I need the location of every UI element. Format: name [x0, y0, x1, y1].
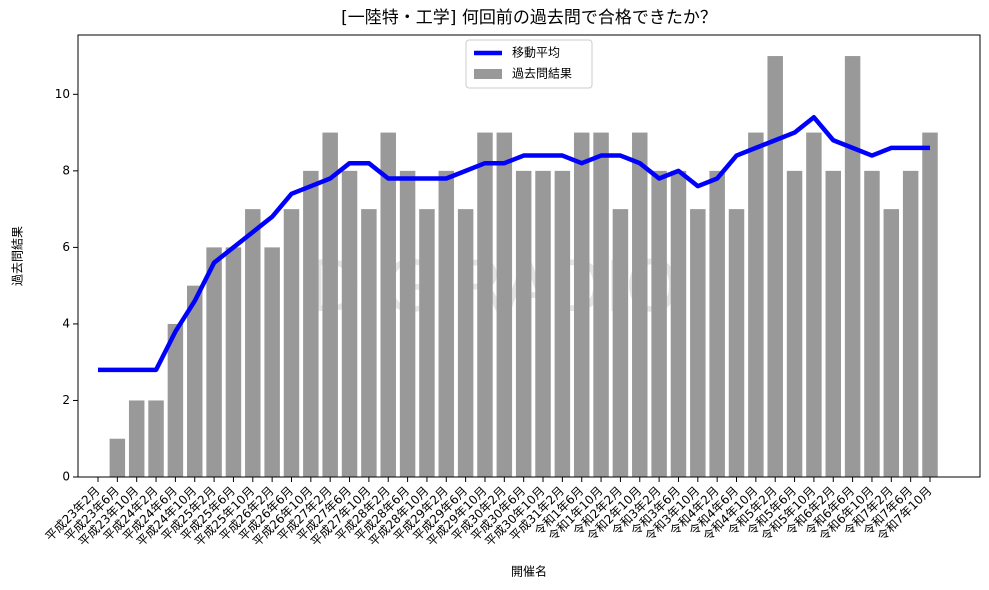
legend-label: 移動平均	[512, 46, 560, 60]
bar	[748, 132, 764, 477]
bar	[651, 170, 667, 477]
bar	[322, 132, 338, 477]
bar	[806, 132, 822, 477]
bar	[825, 170, 841, 477]
bar	[612, 209, 629, 477]
bar	[883, 209, 900, 477]
bar	[922, 132, 938, 477]
bar	[361, 209, 377, 477]
bar	[264, 247, 280, 477]
bar	[245, 209, 261, 477]
bar	[283, 209, 300, 477]
y-tick-label: 6	[62, 240, 70, 254]
y-tick-label: 4	[62, 316, 70, 330]
bar	[728, 209, 745, 477]
y-tick-label: 10	[55, 87, 70, 101]
bar	[515, 170, 532, 477]
y-tick-label: 0	[62, 470, 70, 484]
bar	[438, 170, 455, 477]
bar	[864, 170, 880, 477]
y-tick-label: 2	[62, 393, 70, 407]
bar	[709, 170, 725, 477]
bar	[128, 400, 145, 477]
bar	[303, 170, 319, 477]
y-tick-label: 8	[62, 163, 70, 177]
y-axis-label: 過去問結果	[11, 226, 25, 286]
bar	[902, 170, 919, 477]
bar	[167, 323, 184, 477]
bar	[573, 132, 590, 477]
legend-swatch	[474, 69, 502, 79]
bar	[380, 132, 396, 477]
bar	[535, 170, 551, 477]
plot-frame	[77, 34, 981, 478]
bar	[477, 132, 493, 477]
bar	[187, 285, 203, 477]
bar	[457, 209, 474, 477]
bar	[225, 247, 242, 477]
bar	[554, 170, 571, 477]
bar	[670, 170, 687, 477]
legend-label: 過去問結果	[512, 67, 572, 81]
bar	[109, 438, 126, 477]
bar	[844, 56, 861, 478]
bar	[593, 132, 609, 477]
moving-average-line	[98, 115, 930, 373]
bar	[786, 170, 803, 477]
bar	[419, 209, 435, 477]
bar	[632, 132, 648, 477]
bar	[206, 247, 222, 477]
bar	[767, 56, 783, 478]
chart-title: [一陸特・工学] 何回前の過去問で合格できたか？	[341, 8, 717, 28]
bar	[399, 170, 416, 477]
bar	[496, 132, 513, 477]
x-axis-label: 開催名	[511, 564, 547, 579]
bar	[341, 170, 358, 477]
bar	[148, 400, 164, 477]
bar	[690, 209, 706, 477]
